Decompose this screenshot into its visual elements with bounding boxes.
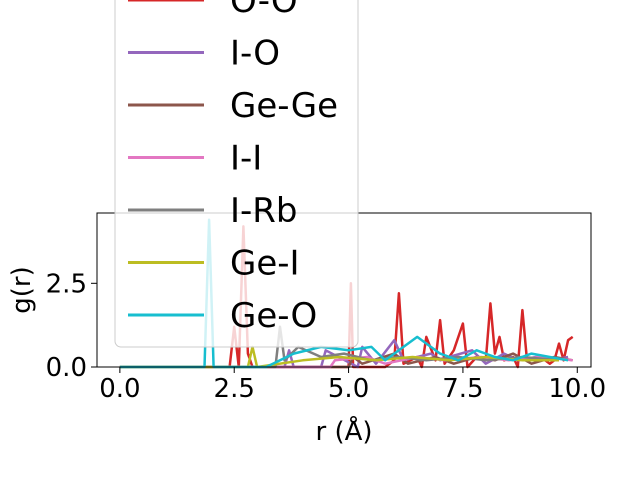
legend-label-1: I-O (230, 34, 280, 74)
legend-label-2: Ge-Ge (230, 86, 338, 126)
x-tick-label-2: 5.0 (328, 374, 369, 404)
y-axis-label: g(r) (7, 266, 37, 313)
legend-label-3: I-I (230, 139, 262, 179)
x-ticks: 0.0 2.5 5.0 7.5 10.0 (99, 367, 606, 404)
legend-label-0: O-O (230, 0, 298, 21)
series-line-5 (119, 345, 559, 369)
x-axis-label: r (Å) (315, 415, 372, 447)
x-tick-label-3: 7.5 (442, 374, 483, 404)
legend-label-6: Ge-O (230, 296, 317, 336)
x-tick-label-4: 10.0 (548, 374, 606, 404)
y-ticks: 0.0 2.5 (46, 269, 97, 383)
x-tick-label-0: 0.0 (99, 374, 140, 404)
legend-items: O-O I-O Ge-Ge I-I I-Rb Ge-I Ge-O (128, 0, 338, 336)
legend-label-5: Ge-I (230, 244, 300, 284)
legend: O-O I-O Ge-Ge I-I I-Rb Ge-I Ge-O (114, 0, 359, 348)
x-tick-label-1: 2.5 (214, 374, 255, 404)
y-tick-label-0: 0.0 (46, 353, 87, 383)
legend-box (114, 0, 359, 348)
y-tick-label-1: 2.5 (46, 269, 87, 299)
legend-label-4: I-Rb (230, 191, 298, 231)
